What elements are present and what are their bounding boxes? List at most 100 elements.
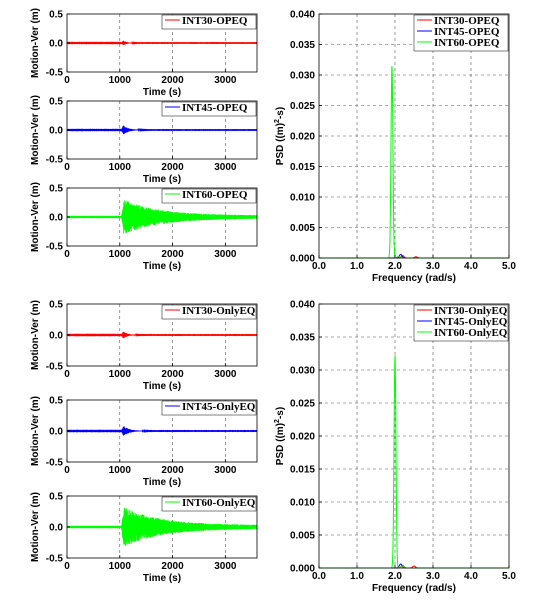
x-tick-label: 3000 bbox=[214, 249, 237, 260]
chart-op30: 0 1000 2000 3000 0.5 0.0 -0.5 Time (s) Motion-Ve… bbox=[30, 8, 258, 98]
x-tick-label: 1000 bbox=[109, 369, 132, 380]
y-tick-label: 0.030 bbox=[290, 366, 315, 377]
y-tick-label: 0.5 bbox=[49, 300, 63, 311]
legend-label: INT30-OPEQ bbox=[182, 15, 248, 27]
y-axis-label: Motion-Ver (m) bbox=[30, 396, 41, 466]
legend-label: INT45-OnlyEQ bbox=[434, 316, 508, 328]
x-tick-label: 4.0 bbox=[464, 571, 478, 582]
legend-box bbox=[161, 188, 257, 204]
legend-label: INT45-OPEQ bbox=[182, 102, 248, 114]
x-tick-label: 4.0 bbox=[464, 261, 478, 272]
y-tick-label: -0.5 bbox=[46, 155, 64, 166]
x-tick-label: 0 bbox=[64, 465, 70, 476]
legend-box bbox=[161, 14, 257, 30]
x-tick-label: 1000 bbox=[109, 561, 132, 572]
y-tick-label: 0.035 bbox=[290, 40, 315, 51]
y-tick-label: 0.000 bbox=[290, 564, 315, 575]
y-tick-label: 0.000 bbox=[290, 254, 315, 265]
x-tick-label: 3000 bbox=[214, 465, 237, 476]
y-tick-label: -0.5 bbox=[46, 242, 64, 253]
x-axis-label: Time (s) bbox=[143, 573, 181, 584]
y-axis-label: Motion-Ver (m) bbox=[30, 8, 41, 78]
legend-box bbox=[413, 304, 509, 342]
chart-op60: 0 1000 2000 3000 0.5 0.0 -0.5 Time (s) Motion-Ve… bbox=[30, 182, 258, 272]
x-tick-label: 2000 bbox=[161, 465, 184, 476]
y-tick-label: 0.5 bbox=[49, 97, 63, 108]
y-tick-label: 0.025 bbox=[290, 101, 315, 112]
legend-box bbox=[161, 101, 257, 117]
y-tick-label: -0.5 bbox=[46, 458, 64, 469]
y-axis-label: Motion-Ver (m) bbox=[30, 492, 41, 562]
series-line-int60-onlyeq bbox=[66, 507, 258, 547]
legend-label: INT60-OnlyEQ bbox=[434, 327, 508, 339]
x-axis-label: Time (s) bbox=[143, 477, 181, 488]
x-tick-label: 2.0 bbox=[388, 571, 402, 582]
legend-label: INT30-OnlyEQ bbox=[434, 305, 508, 317]
x-tick-label: 0 bbox=[64, 249, 70, 260]
y-tick-label: -0.5 bbox=[46, 68, 64, 79]
series-line-int30-opeq bbox=[66, 40, 258, 46]
y-tick-label: 0.025 bbox=[290, 399, 315, 410]
y-tick-label: 0.030 bbox=[290, 71, 315, 82]
legend-label: INT45-OnlyEQ bbox=[182, 401, 256, 413]
y-tick-label: 0.040 bbox=[290, 10, 315, 21]
legend-label: INT30-OPEQ bbox=[434, 15, 500, 27]
x-tick-label: 0.0 bbox=[312, 261, 326, 272]
series-line-int45-opeq bbox=[66, 125, 258, 135]
y-tick-label: 0.0 bbox=[49, 126, 63, 137]
x-axis-label: Time (s) bbox=[143, 261, 181, 272]
legend-box bbox=[413, 14, 509, 52]
chart-eqpsd: 0.0 1.0 2.0 3.0 4.0 5.0 0.040 0.035 0.030 0.025 0.… bbox=[274, 300, 516, 595]
x-tick-label: 0.0 bbox=[312, 571, 326, 582]
chart-oppsd: 0.0 1.0 2.0 3.0 4.0 5.0 0.040 0.035 0.030 0.025 0.… bbox=[274, 10, 516, 285]
x-axis-label: Time (s) bbox=[143, 381, 181, 392]
x-tick-label: 3000 bbox=[214, 369, 237, 380]
y-tick-label: 0.005 bbox=[290, 531, 315, 542]
y-tick-label: 0.0 bbox=[49, 523, 63, 534]
series-line-int30-onlyeq bbox=[66, 331, 258, 339]
x-tick-label: 2000 bbox=[161, 249, 184, 260]
y-tick-label: 0.0 bbox=[49, 213, 63, 224]
x-tick-label: 0 bbox=[64, 162, 70, 173]
x-tick-label: 3.0 bbox=[426, 571, 440, 582]
y-tick-label: 0.0 bbox=[49, 331, 63, 342]
x-tick-label: 1000 bbox=[109, 162, 132, 173]
y-tick-label: -0.5 bbox=[46, 554, 64, 565]
legend-label: INT30-OnlyEQ bbox=[182, 305, 256, 317]
y-axis-label: PSD ((m)2-s) bbox=[274, 407, 286, 465]
y-tick-label: 0.5 bbox=[49, 492, 63, 503]
y-tick-label: 0.010 bbox=[290, 193, 315, 204]
x-tick-label: 1000 bbox=[109, 249, 132, 260]
legend-label: INT60-OnlyEQ bbox=[182, 497, 256, 509]
y-axis-label: Motion-Ver (m) bbox=[30, 182, 41, 252]
series-line-int45-onlyeq bbox=[66, 426, 258, 436]
y-tick-label: 0.020 bbox=[290, 432, 315, 443]
legend-label: INT60-OPEQ bbox=[182, 189, 248, 201]
y-tick-label: -0.5 bbox=[46, 362, 64, 373]
y-tick-label: 0.5 bbox=[49, 184, 63, 195]
legend-label: INT45-OPEQ bbox=[434, 26, 500, 38]
legend-box bbox=[161, 304, 257, 320]
x-tick-label: 0 bbox=[64, 561, 70, 572]
y-tick-label: 0.035 bbox=[290, 333, 315, 344]
x-tick-label: 1.0 bbox=[350, 261, 364, 272]
y-axis-label: Motion-Ver (m) bbox=[30, 95, 41, 165]
x-tick-label: 3000 bbox=[214, 75, 237, 86]
y-tick-label: 0.005 bbox=[290, 223, 315, 234]
y-tick-label: 0.040 bbox=[290, 300, 315, 311]
chart-eq60: 0 1000 2000 3000 0.5 0.0 -0.5 Time (s) Motion-Ve… bbox=[30, 492, 258, 584]
legend-label: INT60-OPEQ bbox=[434, 37, 500, 49]
chart-op45: 0 1000 2000 3000 0.5 0.0 -0.5 Time (s) Motion-Ve… bbox=[30, 95, 258, 185]
y-axis-label: Motion-Ver (m) bbox=[30, 300, 41, 370]
y-tick-label: 0.015 bbox=[290, 162, 315, 173]
y-tick-label: 0.5 bbox=[49, 396, 63, 407]
x-tick-label: 2.0 bbox=[388, 261, 402, 272]
y-tick-label: 0.020 bbox=[290, 132, 315, 143]
x-tick-label: 3000 bbox=[214, 162, 237, 173]
legend-box bbox=[161, 496, 257, 512]
x-tick-label: 2000 bbox=[161, 162, 184, 173]
x-axis-label: Frequency (rad/s) bbox=[372, 273, 456, 284]
x-tick-label: 5.0 bbox=[502, 261, 516, 272]
x-tick-label: 5.0 bbox=[502, 571, 516, 582]
